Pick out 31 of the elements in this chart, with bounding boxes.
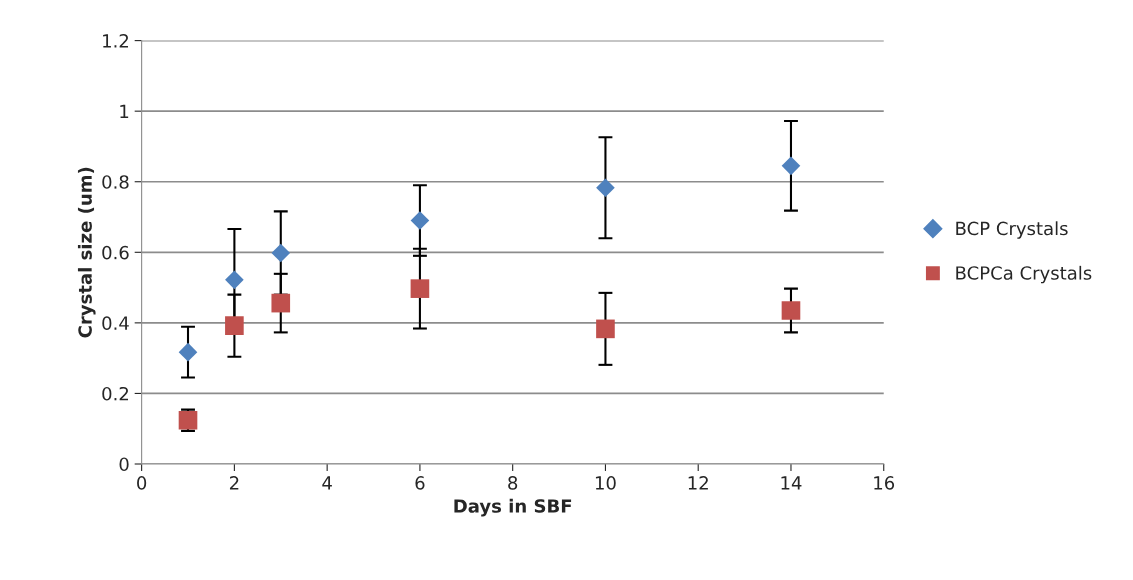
point [225, 316, 244, 336]
x-tick-label: 12 [688, 476, 708, 490]
x-tick-label: 16 [874, 476, 895, 490]
point [596, 319, 615, 339]
x-tick-label: 8 [508, 476, 518, 490]
x-tick-label: 10 [595, 476, 616, 490]
legend-label: BCP Crystals [956, 221, 1068, 239]
x-tick-label: 14 [781, 476, 802, 490]
x-tick-label: 6 [415, 476, 425, 490]
x-tick-label: 4 [322, 476, 332, 490]
point [410, 279, 430, 298]
point [178, 342, 198, 362]
legend-label: BCPCa Crystals [956, 265, 1092, 284]
y-tick-label: 0.6 [102, 245, 129, 260]
point [271, 293, 291, 313]
point [781, 301, 801, 320]
y-tick-label: 1 [120, 104, 129, 119]
x-axis-title: Days in SBF [454, 498, 572, 517]
x-tick-label: 2 [229, 476, 239, 490]
y-tick-label: 0.4 [102, 316, 129, 330]
x-tick-label: 0 [137, 476, 147, 490]
y-tick-label: 0.8 [102, 175, 129, 189]
y-tick-label: 0 [119, 457, 129, 472]
point [596, 178, 615, 198]
y-tick-label: 0.2 [102, 386, 129, 401]
point [271, 243, 291, 263]
point [410, 211, 430, 230]
point [781, 156, 801, 176]
y-axis-title: Crystal size (um) [77, 167, 96, 338]
y-tick-label: 1.2 [103, 34, 129, 48]
point [225, 270, 244, 290]
